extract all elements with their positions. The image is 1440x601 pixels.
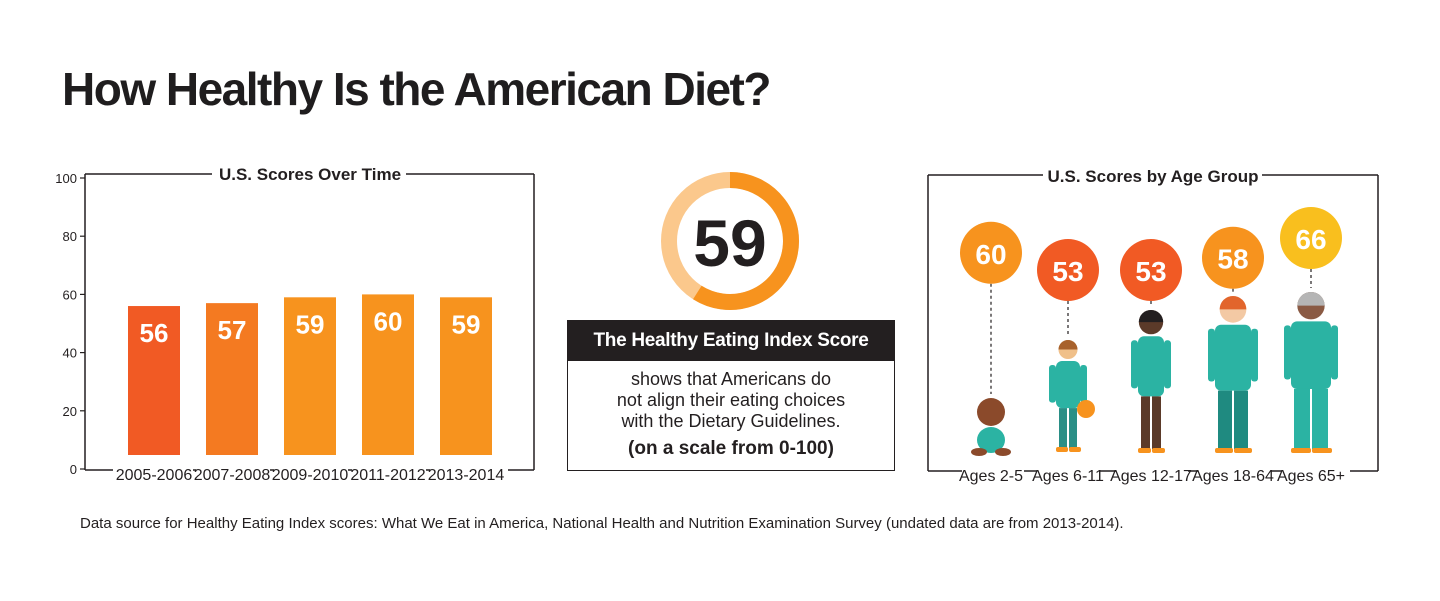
- score-bubble: [1037, 239, 1099, 301]
- x-category-label: Ages 12-17: [1110, 468, 1192, 485]
- bubble-value-label: 53: [1052, 256, 1083, 287]
- bubble-value-label: 53: [1135, 256, 1166, 287]
- bar-value-label: 59: [296, 309, 325, 339]
- arm: [1208, 328, 1215, 382]
- x-category-label: 2011-2012: [350, 467, 425, 484]
- hei-line-1: shows that Americans do: [630, 369, 832, 389]
- bar-value-label: 60: [374, 306, 403, 336]
- arm: [1049, 365, 1056, 403]
- basketball: [1077, 400, 1095, 418]
- x-category-label: Ages 6-11: [1032, 468, 1104, 485]
- hair: [1058, 339, 1078, 350]
- baby-leg: [995, 448, 1011, 456]
- time-chart-title: U.S. Scores Over Time: [219, 165, 401, 184]
- data-source-note: Data source for Healthy Eating Index sco…: [80, 515, 1124, 532]
- leg: [1152, 396, 1161, 449]
- x-category-label: Ages 65+: [1277, 468, 1345, 485]
- arm: [1131, 340, 1138, 389]
- x-category-label: 2013-2014: [428, 467, 505, 484]
- hei-line-2: not align their eating choices: [616, 390, 846, 410]
- torso: [1138, 336, 1164, 397]
- y-tick-label: 100: [55, 171, 77, 186]
- leg: [1059, 408, 1067, 448]
- hair: [1219, 296, 1247, 310]
- baby-head: [977, 398, 1005, 426]
- shoe: [1152, 448, 1165, 453]
- y-tick-label: 0: [70, 462, 77, 477]
- bar: [284, 297, 336, 455]
- hei-info-box: The Healthy Eating Index Score shows tha…: [567, 320, 895, 471]
- shoe: [1138, 448, 1151, 453]
- bar: [206, 303, 258, 455]
- hei-description: shows that Americans do not align their …: [568, 361, 894, 432]
- score-bubble: [1120, 239, 1182, 301]
- leg: [1312, 388, 1328, 449]
- hei-line-3: with the Dietary Guidelines.: [621, 411, 841, 431]
- bubble-value-label: 58: [1217, 244, 1248, 275]
- bar-value-label: 57: [218, 315, 247, 345]
- page-title: How Healthy Is the American Diet?: [62, 63, 771, 115]
- leg: [1218, 390, 1232, 449]
- arm: [1080, 365, 1087, 403]
- hair: [1138, 309, 1164, 323]
- chart-frame: [84, 173, 535, 471]
- score-bubble: [1202, 226, 1264, 289]
- bubble-value-label: 60: [975, 239, 1006, 270]
- shoe: [1312, 448, 1332, 453]
- arm: [1331, 325, 1338, 380]
- hair: [1297, 291, 1325, 306]
- x-category-label: Ages 2-5: [959, 468, 1023, 485]
- shoe: [1069, 447, 1081, 452]
- x-category-label: 2009-2010: [272, 467, 349, 484]
- x-category-label: Ages 18-64: [1192, 468, 1274, 485]
- y-tick-label: 40: [63, 346, 77, 361]
- baby-body: [977, 427, 1005, 453]
- torso: [1215, 324, 1251, 391]
- bar-value-label: 56: [140, 318, 169, 348]
- leg: [1069, 408, 1077, 448]
- y-tick-label: 20: [63, 404, 77, 419]
- age-chart-title: U.S. Scores by Age Group: [1048, 167, 1259, 186]
- shoe: [1234, 448, 1252, 453]
- shoe: [1056, 447, 1068, 452]
- leg: [1294, 388, 1310, 449]
- bar-value-label: 59: [452, 309, 481, 339]
- score-bubble: [1280, 207, 1342, 269]
- x-category-label: 2005-2006: [116, 467, 193, 484]
- bar: [128, 306, 180, 455]
- hei-heading: The Healthy Eating Index Score: [568, 321, 894, 361]
- torso: [1056, 361, 1080, 409]
- arm: [1164, 340, 1171, 389]
- leg: [1234, 390, 1248, 449]
- bar: [362, 294, 414, 455]
- baby-leg: [971, 448, 987, 456]
- x-category-label: 2007-2008: [194, 467, 271, 484]
- y-tick-label: 60: [63, 287, 77, 302]
- score-bubble: [960, 221, 1022, 284]
- torso: [1291, 321, 1331, 389]
- scale-note: (on a scale from 0-100): [628, 438, 834, 459]
- leg: [1141, 396, 1150, 449]
- shoe: [1291, 448, 1311, 453]
- y-tick-label: 80: [63, 229, 77, 244]
- arm: [1251, 328, 1258, 382]
- shoe: [1215, 448, 1233, 453]
- bar: [440, 297, 492, 455]
- bubble-value-label: 66: [1295, 224, 1326, 255]
- arm: [1284, 325, 1291, 380]
- people-illustrations: [971, 291, 1338, 456]
